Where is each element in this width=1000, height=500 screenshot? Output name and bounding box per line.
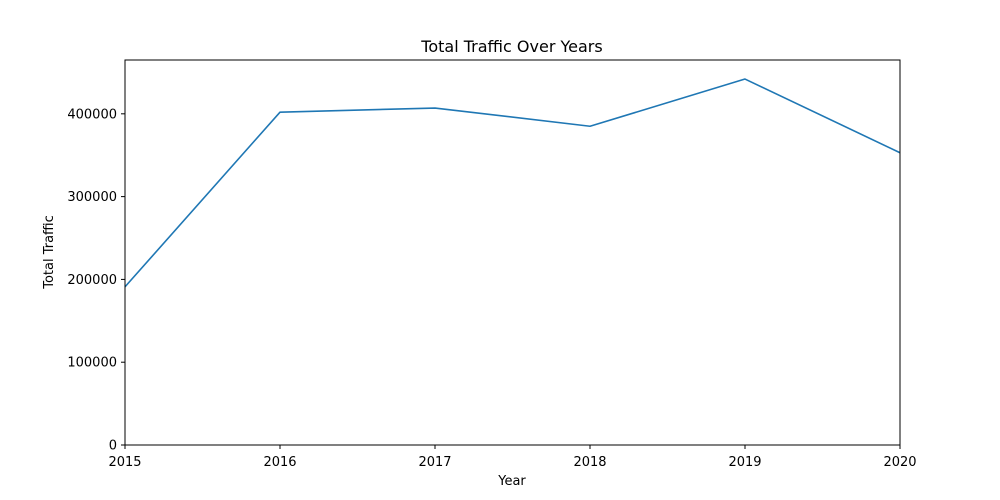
y-tick-label: 200000 — [67, 273, 117, 288]
x-tick-label: 2017 — [418, 455, 451, 470]
y-tick-label: 100000 — [67, 356, 117, 371]
y-axis-label: Total Traffic — [42, 215, 57, 290]
y-tick-label: 0 — [109, 439, 117, 454]
y-tick-label: 400000 — [67, 107, 117, 122]
x-axis-label: Year — [497, 474, 526, 489]
x-tick-label: 2018 — [573, 455, 606, 470]
series-line-0 — [124, 78, 901, 288]
series-layer — [124, 78, 901, 288]
y-axis-ticks: 0 100000 200000 300000 400000 — [67, 107, 125, 454]
x-tick-label: 2016 — [263, 455, 296, 470]
y-tick-label: 300000 — [67, 190, 117, 205]
x-axis-ticks: 2015 2016 2017 2018 2019 2020 — [108, 445, 917, 470]
x-tick-label: 2019 — [728, 455, 761, 470]
plot-frame — [124, 59, 901, 446]
x-tick-label: 2020 — [883, 455, 916, 470]
chart-title: Total Traffic Over Years — [420, 37, 602, 56]
x-tick-label: 2015 — [108, 455, 141, 470]
